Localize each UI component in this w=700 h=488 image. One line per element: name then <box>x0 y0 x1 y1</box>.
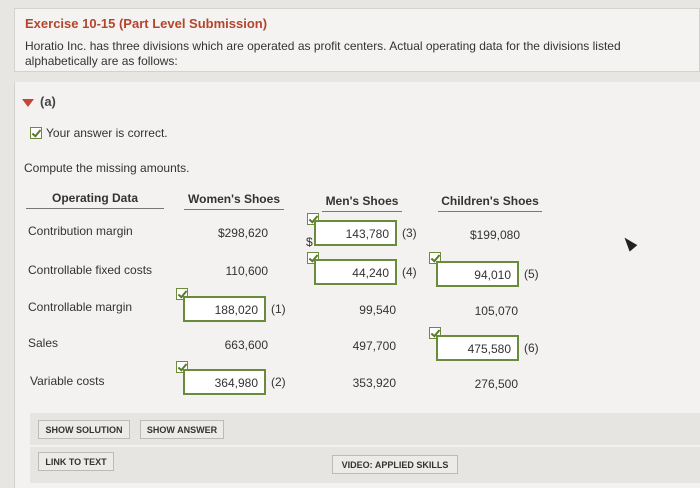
header-operating-data: Operating Data <box>26 191 164 209</box>
row-label-contribution-margin: Contribution margin <box>28 224 133 238</box>
row-label-sales: Sales <box>28 336 59 350</box>
childrens-controllable-fixed-costs-input[interactable]: 94,010 <box>436 261 519 287</box>
row-label-controllable-margin: Controllable margin <box>28 300 133 314</box>
row-label-controllable-fixed-costs: Controllable fixed costs <box>28 263 153 277</box>
note-5: (5) <box>524 267 539 281</box>
mens-contribution-margin-input[interactable]: 143,780 <box>314 220 397 246</box>
row-label-variable-costs: Variable costs <box>30 374 105 388</box>
exercise-title: Exercise 10-15 (Part Level Submission) <box>25 16 268 31</box>
part-a-label: (a) <box>40 94 56 109</box>
childrens-contribution-margin: $199,080 <box>469 228 520 242</box>
header-mens-shoes: Men's Shoes <box>322 194 402 212</box>
note-4: (4) <box>402 265 417 279</box>
mens-controllable-fixed-costs-input[interactable]: 44,240 <box>314 259 397 285</box>
note-1: (1) <box>271 302 286 316</box>
header-womens-shoes: Women's Shoes <box>184 192 284 210</box>
link-to-text-button[interactable]: LINK TO TEXT <box>38 452 114 471</box>
womens-controllable-margin-input[interactable]: 188,020 <box>183 296 266 322</box>
exercise-header: Exercise 10-15 (Part Level Submission) H… <box>14 8 700 72</box>
solution-bar <box>30 413 700 445</box>
womens-contribution-margin: $298,620 <box>217 226 268 240</box>
womens-variable-costs-input[interactable]: 364,980 <box>183 369 266 395</box>
collapse-triangle-icon <box>22 98 34 107</box>
video-applied-skills-button[interactable]: VIDEO: APPLIED SKILLS <box>332 455 458 474</box>
note-6: (6) <box>524 341 539 355</box>
childrens-sales-input[interactable]: 475,580 <box>436 335 519 361</box>
childrens-controllable-margin: 105,070 <box>474 304 518 318</box>
note-3: (3) <box>402 226 417 240</box>
dollar-sign: $ <box>306 235 313 249</box>
show-solution-button[interactable]: SHOW SOLUTION <box>38 420 130 439</box>
mens-controllable-margin: 99,540 <box>359 303 396 317</box>
exercise-description: Horatio Inc. has three divisions which a… <box>25 39 621 68</box>
womens-sales: 663,600 <box>224 338 268 352</box>
check-icon <box>30 127 42 139</box>
mens-variable-costs: 353,920 <box>352 376 396 390</box>
note-2: (2) <box>271 375 286 389</box>
childrens-variable-costs: 276,500 <box>474 377 518 391</box>
header-childrens-shoes: Children's Shoes <box>438 194 542 212</box>
womens-controllable-fixed-costs: 110,600 <box>225 264 269 278</box>
instruction-text: Compute the missing amounts. <box>24 161 190 175</box>
mens-sales: 497,700 <box>352 339 396 353</box>
part-a-toggle[interactable]: (a) <box>22 94 56 109</box>
correct-message: Your answer is correct. <box>46 126 168 140</box>
show-answer-button[interactable]: SHOW ANSWER <box>140 420 224 439</box>
